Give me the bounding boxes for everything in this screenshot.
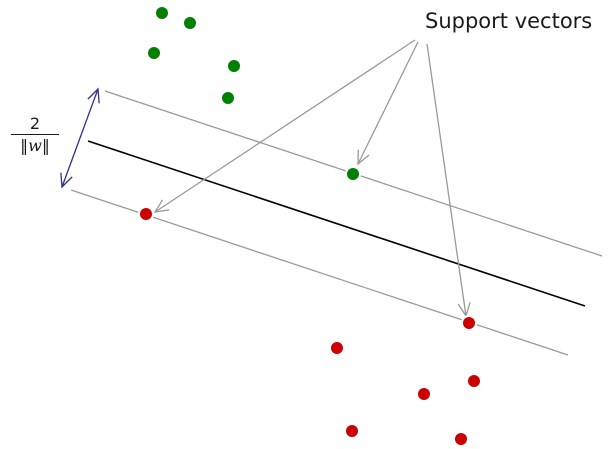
- margin-width-arrow: [60, 87, 100, 189]
- negative-point: [468, 375, 480, 387]
- margin-denominator: ‖w‖: [20, 136, 50, 155]
- margin-width-label: 2 ‖w‖: [8, 114, 62, 157]
- positive-point: [222, 92, 234, 104]
- support-vector-negative-point: [463, 317, 475, 329]
- margin-numerator: 2: [29, 114, 41, 133]
- support-vector-positive-point: [347, 168, 359, 180]
- support-vectors-label: Support vectors: [425, 9, 593, 33]
- support-vector-pointer-arrow-3: [426, 43, 471, 318]
- support-vector-pointer-arrow-2: [357, 41, 419, 166]
- support-vector-negative-point: [140, 208, 152, 220]
- arrows-layer: [60, 39, 471, 318]
- points-layer: [138, 7, 480, 445]
- negative-point: [455, 433, 467, 445]
- positive-point: [184, 17, 196, 29]
- positive-point: [156, 7, 168, 19]
- lower-margin-line: [70, 189, 569, 356]
- decision-boundary-line: [87, 140, 586, 307]
- negative-point: [346, 425, 358, 437]
- fraction-bar: [11, 134, 59, 135]
- negative-point: [331, 342, 343, 354]
- negative-point: [418, 388, 430, 400]
- positive-point: [148, 47, 160, 59]
- support-vector-pointer-arrow-1: [153, 39, 416, 213]
- positive-point: [228, 60, 240, 72]
- lines-layer: [70, 90, 603, 356]
